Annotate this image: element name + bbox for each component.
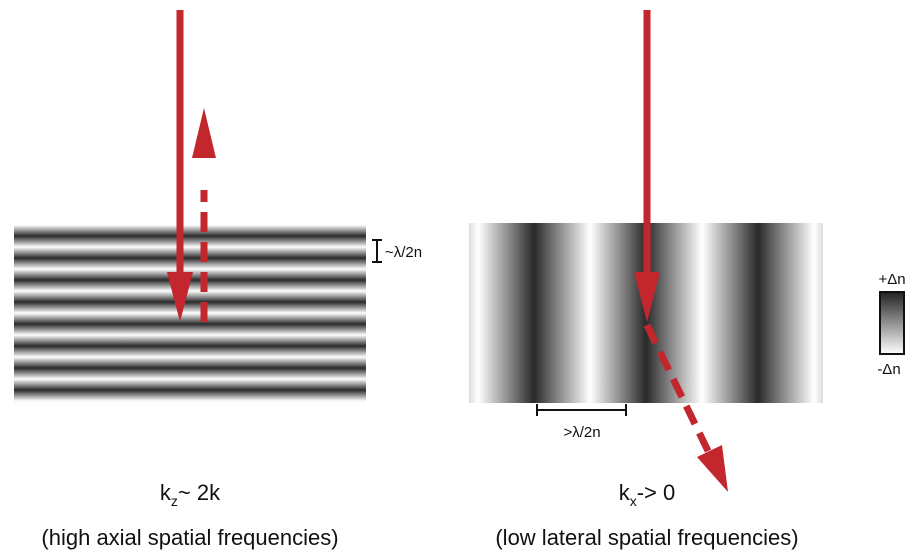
wavevector-label: kx-> 0 [619, 480, 676, 509]
axial-scale-marker [372, 239, 382, 263]
colorbar-bottom-label: -Δn [877, 361, 900, 378]
incident-arrow [167, 10, 193, 322]
scale-label: ~λ/2n [385, 244, 422, 261]
incident-arrow [634, 10, 660, 322]
relation: ~ 2k [178, 480, 221, 505]
colorbar [879, 291, 905, 355]
colorbar-top-label: +Δn [878, 271, 905, 288]
wavevector-label: kz~ 2k [160, 480, 221, 509]
caption: (low lateral spatial frequencies) [495, 525, 798, 550]
caption: (high axial spatial frequencies) [41, 525, 338, 550]
forward-scatter-arrow [643, 323, 728, 492]
subscript: z [171, 493, 178, 509]
lateral-scale-marker [536, 404, 627, 416]
scale-label: >λ/2n [563, 424, 600, 441]
subscript: x [630, 493, 637, 509]
reflected-arrow [192, 108, 216, 322]
relation: -> 0 [637, 480, 676, 505]
k: k [619, 480, 631, 505]
axial-grating [14, 225, 366, 402]
k: k [160, 480, 172, 505]
